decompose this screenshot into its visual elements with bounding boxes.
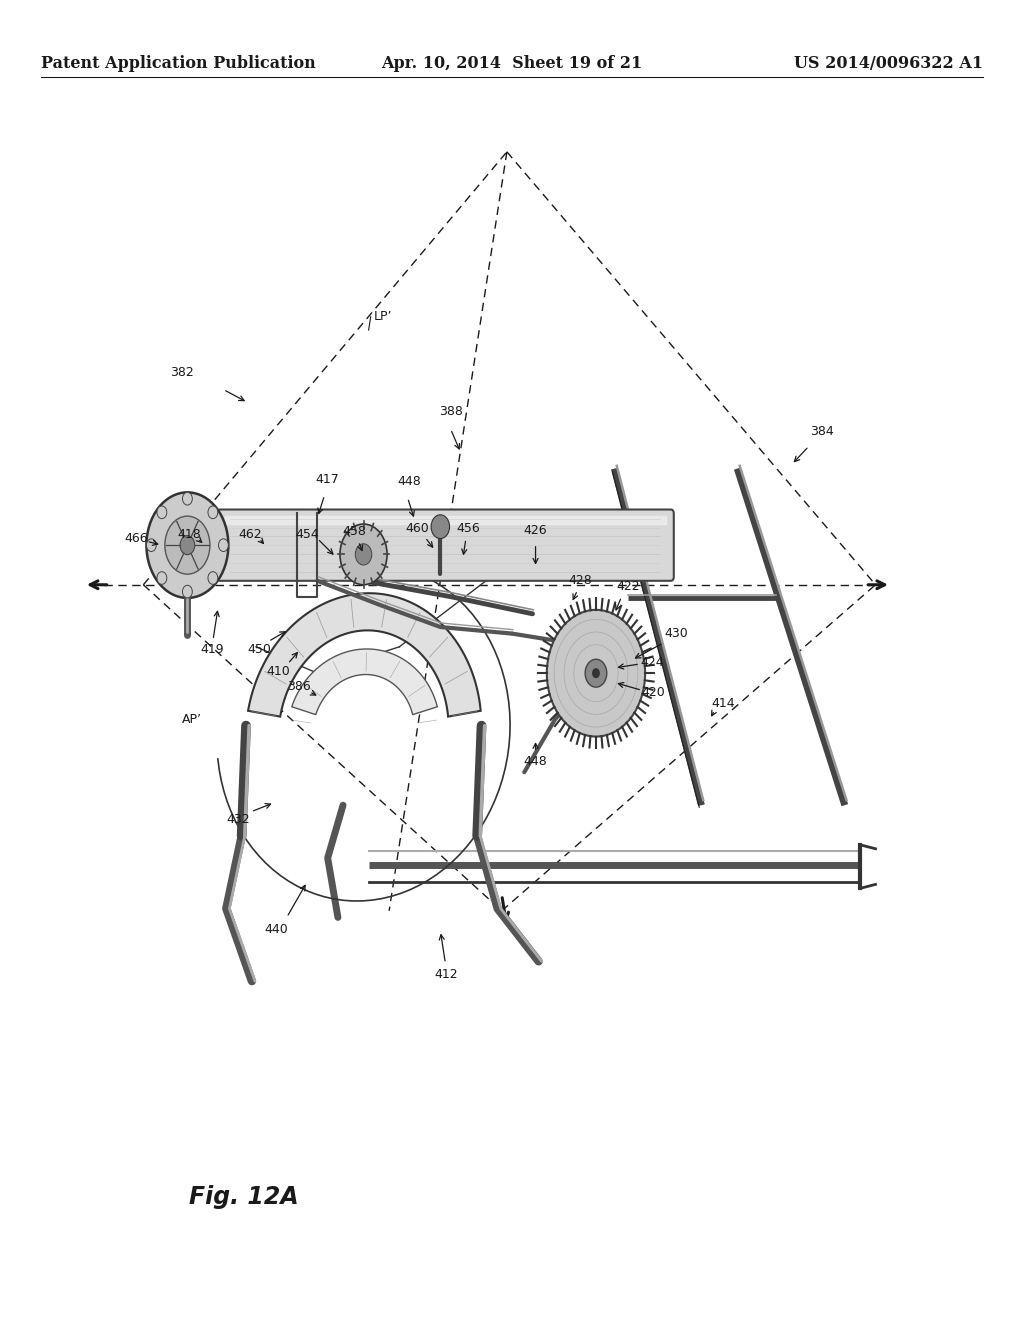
Circle shape [182,492,193,506]
Circle shape [208,572,218,585]
Text: 388: 388 [438,405,463,418]
Text: 386: 386 [287,680,311,693]
Circle shape [146,539,157,552]
Text: LP’: LP’ [374,310,392,323]
Text: 417: 417 [315,473,340,486]
Text: 454: 454 [295,528,319,541]
Text: 424: 424 [640,656,665,669]
Polygon shape [292,649,437,714]
Text: 448: 448 [397,475,422,488]
Text: 460: 460 [404,521,429,535]
Text: 440: 440 [264,923,289,936]
Text: 448: 448 [523,755,548,768]
Text: 412: 412 [434,968,459,981]
Text: 432: 432 [226,813,251,826]
Text: AP’: AP’ [182,713,203,726]
Circle shape [547,610,645,737]
Circle shape [218,539,228,552]
Text: US 2014/0096322 A1: US 2014/0096322 A1 [794,55,983,73]
Text: 466: 466 [124,532,148,545]
Circle shape [146,492,228,598]
Circle shape [208,506,218,519]
Circle shape [585,659,607,688]
Text: 419: 419 [200,643,224,656]
Circle shape [431,515,450,539]
Circle shape [180,536,195,554]
Text: 420: 420 [641,686,666,700]
Circle shape [340,524,387,585]
Text: Patent Application Publication: Patent Application Publication [41,55,315,73]
Circle shape [182,585,193,598]
Text: Apr. 10, 2014  Sheet 19 of 21: Apr. 10, 2014 Sheet 19 of 21 [381,55,643,73]
Circle shape [592,668,600,678]
Text: 414: 414 [711,697,735,710]
Text: 426: 426 [523,524,548,537]
Circle shape [165,516,210,574]
Circle shape [355,544,372,565]
Text: 422: 422 [615,579,640,593]
Text: 430: 430 [664,627,688,640]
Circle shape [157,572,167,585]
Circle shape [157,506,167,519]
Text: 458: 458 [342,525,367,539]
FancyBboxPatch shape [217,510,674,581]
Text: 456: 456 [456,521,480,535]
Text: 462: 462 [238,528,262,541]
Text: Fig. 12A: Fig. 12A [189,1185,299,1209]
Text: 410: 410 [266,665,291,678]
Text: 384: 384 [810,425,835,438]
Text: 428: 428 [568,574,593,587]
Text: 450: 450 [247,643,271,656]
Text: 382: 382 [170,366,195,379]
Text: 418: 418 [177,528,202,541]
Polygon shape [248,593,480,717]
